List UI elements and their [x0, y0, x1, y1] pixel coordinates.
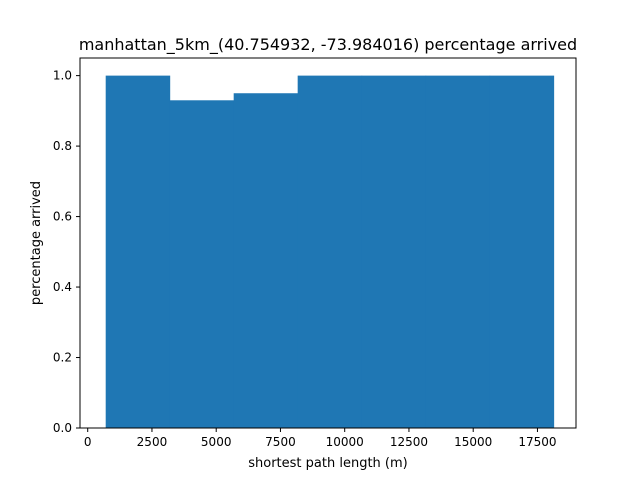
- x-tick-label: 5000: [201, 435, 232, 449]
- x-tick-label: 7500: [265, 435, 296, 449]
- histogram-bar-7: [489, 75, 555, 428]
- y-axis-ticks: 0.0 0.2 0.4 0.6 0.8 1.0: [53, 69, 80, 435]
- x-tick-label: 12500: [390, 435, 428, 449]
- histogram-bar-5: [361, 75, 427, 428]
- x-tick-label: 15000: [454, 435, 492, 449]
- histogram-bar-6: [425, 75, 491, 428]
- x-tick-label: 2500: [137, 435, 168, 449]
- y-tick-label: 0.8: [53, 139, 72, 153]
- x-tick-label: 17500: [518, 435, 556, 449]
- histogram-bar-1: [105, 75, 171, 428]
- x-tick-label: 10000: [326, 435, 364, 449]
- y-tick-label: 0.2: [53, 351, 72, 365]
- plot-frame: [79, 57, 577, 429]
- y-tick-label: 0.0: [53, 421, 72, 435]
- x-axis-ticks: 0 2500 5000 7500 10000 12500 15000 17500: [84, 428, 557, 449]
- y-tick-label: 0.6: [53, 210, 72, 224]
- histogram-bar-4: [297, 75, 363, 428]
- y-axis-label: percentage arrived: [29, 181, 44, 305]
- y-tick-label: 1.0: [53, 69, 72, 83]
- x-axis-label: shortest path length (m): [248, 456, 407, 471]
- histogram-bar-3: [233, 93, 299, 428]
- chart-title: manhattan_5km_(40.754932, -73.984016) pe…: [79, 35, 577, 55]
- y-tick-label: 0.4: [53, 280, 72, 294]
- histogram-bar-2: [169, 100, 235, 429]
- bars-group: [105, 75, 555, 429]
- x-tick-label: 0: [84, 435, 92, 449]
